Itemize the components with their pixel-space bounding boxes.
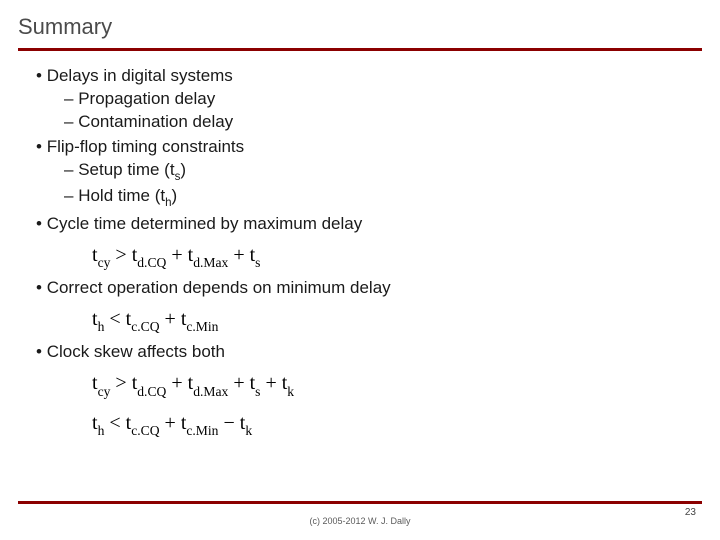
eq-op: + [228, 372, 249, 394]
eq-sub: c.Min [186, 423, 218, 438]
bullet-flipflop: Flip-flop timing constraints Setup time … [36, 136, 702, 211]
slide-title: Summary [18, 10, 702, 46]
eq-op: + [260, 372, 281, 394]
subbullet-setup: Setup time (ts) [64, 159, 702, 185]
eq-sub: c.CQ [131, 319, 159, 334]
hold-sub: h [165, 197, 171, 209]
bullet-text: Flip-flop timing constraints [47, 137, 244, 156]
eq-op: > [110, 372, 131, 394]
slide: Summary Delays in digital systems Propag… [0, 0, 720, 540]
eq-op: + [160, 308, 181, 330]
eq-sub: s [255, 255, 260, 270]
eq-sub: k [287, 384, 294, 399]
eq-var: t [92, 372, 98, 394]
footer-rule [18, 501, 702, 504]
eq-op: + [166, 372, 187, 394]
eq-op: > [110, 244, 131, 266]
eq-sub: c.CQ [131, 423, 159, 438]
eq-sub: h [98, 319, 105, 334]
eq-sub: cy [98, 255, 111, 270]
equation-hold-skew: th < tc.CQ + tc.Min − tk [36, 406, 702, 445]
eq-sub: cy [98, 384, 111, 399]
equation-hold: th < tc.CQ + tc.Min [36, 302, 702, 341]
equation-cycle-skew: tcy > td.CQ + td.Max + ts + tk [36, 366, 702, 405]
eq-sub: d.Max [193, 255, 228, 270]
hold-pre: Hold time (t [78, 186, 165, 205]
subbullet-propagation: Propagation delay [64, 88, 702, 111]
eq-op: + [166, 244, 187, 266]
eq-op: + [160, 412, 181, 434]
page-number: 23 [685, 507, 696, 518]
equation-cycle: tcy > td.CQ + td.Max + ts [36, 238, 702, 277]
eq-var: t [92, 308, 98, 330]
eq-sub: d.CQ [137, 384, 166, 399]
eq-sub: c.Min [186, 319, 218, 334]
eq-op: < [104, 308, 125, 330]
setup-post: ) [180, 160, 186, 179]
slide-body: Delays in digital systems Propagation de… [18, 51, 702, 445]
subbullet-hold: Hold time (th) [64, 185, 702, 211]
bullet-correctop: Correct operation depends on minimum del… [36, 277, 702, 300]
bullet-text: Delays in digital systems [47, 66, 233, 85]
bullet-clockskew: Clock skew affects both [36, 341, 702, 364]
eq-var: t [92, 412, 98, 434]
hold-post: ) [172, 186, 178, 205]
subbullet-contamination: Contamination delay [64, 111, 702, 134]
eq-op: − [218, 412, 239, 434]
setup-pre: Setup time (t [78, 160, 174, 179]
copyright-text: (c) 2005-2012 W. J. Dally [0, 516, 720, 526]
bullet-delays: Delays in digital systems Propagation de… [36, 65, 702, 134]
eq-op: < [104, 412, 125, 434]
eq-sub: d.Max [193, 384, 228, 399]
eq-sub: d.CQ [137, 255, 166, 270]
eq-op: + [228, 244, 249, 266]
eq-sub: s [255, 384, 260, 399]
eq-var: t [92, 244, 98, 266]
setup-sub: s [175, 171, 181, 183]
eq-sub: k [245, 423, 252, 438]
bullet-cycletime: Cycle time determined by maximum delay [36, 213, 702, 236]
eq-sub: h [98, 423, 105, 438]
